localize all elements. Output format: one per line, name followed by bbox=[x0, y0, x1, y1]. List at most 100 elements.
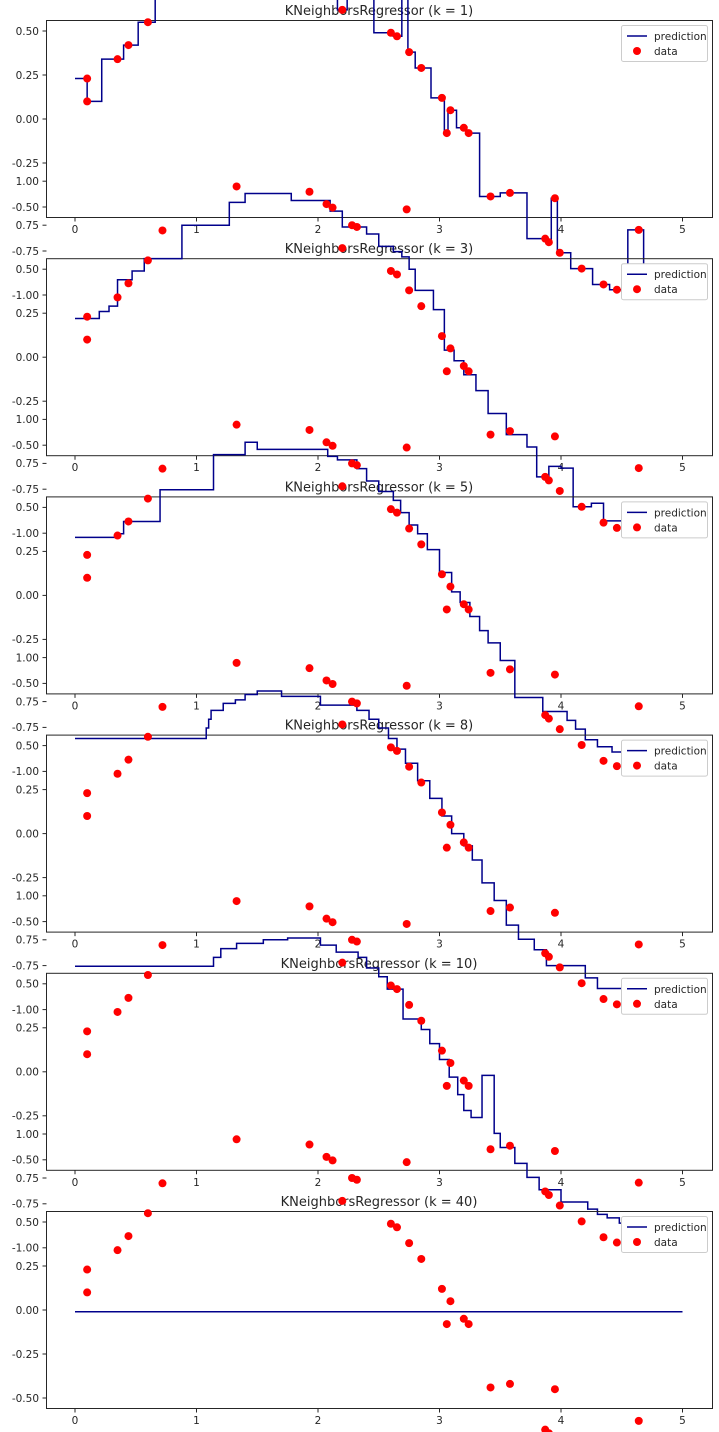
y-tick-label: 0.00 bbox=[16, 114, 39, 126]
x-tick-label: 2 bbox=[315, 700, 322, 712]
x-tick-label: 4 bbox=[558, 939, 565, 951]
x-tick-label: 0 bbox=[72, 224, 79, 236]
data-point bbox=[83, 335, 92, 344]
legend-data-swatch bbox=[633, 761, 641, 770]
x-tick-label: 5 bbox=[679, 700, 686, 712]
y-tick-label: -1.00 bbox=[12, 766, 39, 778]
data-point bbox=[612, 762, 621, 771]
y-tick-label: -0.50 bbox=[12, 202, 39, 214]
data-point bbox=[305, 1140, 314, 1149]
x-tick-label: 1 bbox=[193, 462, 200, 474]
subplot-title: KNeighborsRegressor (k = 40) bbox=[281, 1195, 478, 1210]
data-point bbox=[555, 248, 564, 257]
data-point bbox=[442, 843, 451, 852]
x-tick-label: 5 bbox=[679, 1177, 686, 1189]
data-point bbox=[486, 192, 495, 201]
data-point bbox=[442, 129, 451, 138]
legend-prediction-label: prediction bbox=[654, 31, 707, 43]
data-point bbox=[352, 461, 361, 470]
data-point bbox=[386, 28, 395, 37]
data-point bbox=[442, 1081, 451, 1090]
legend-data-label: data bbox=[654, 284, 678, 296]
data-point bbox=[232, 182, 241, 191]
data-point bbox=[599, 756, 608, 765]
data-point bbox=[437, 1046, 446, 1055]
subplot-title: KNeighborsRegressor (k = 10) bbox=[281, 957, 478, 972]
data-point bbox=[555, 1201, 564, 1210]
x-tick-label: 2 bbox=[315, 1415, 322, 1427]
y-tick-label: -0.25 bbox=[12, 158, 39, 170]
axes-frame bbox=[46, 972, 713, 1171]
data-point bbox=[437, 332, 446, 341]
data-point bbox=[446, 820, 455, 829]
legend-data-label: data bbox=[654, 761, 678, 773]
data-point bbox=[544, 714, 553, 723]
y-tick-label: -1.00 bbox=[12, 1004, 39, 1016]
data-point bbox=[392, 32, 401, 41]
x-tick-label: 3 bbox=[436, 700, 443, 712]
x-tick-label: 3 bbox=[436, 1415, 443, 1427]
x-tick-label: 3 bbox=[436, 939, 443, 951]
data-point bbox=[550, 432, 559, 441]
data-point bbox=[352, 222, 361, 231]
data-point bbox=[544, 952, 553, 961]
y-tick-label: 0.00 bbox=[16, 352, 39, 364]
y-tick-label: 0.75 bbox=[16, 458, 39, 470]
data-point bbox=[486, 907, 495, 916]
x-tick-label: 4 bbox=[558, 1415, 565, 1427]
data-point bbox=[143, 18, 152, 27]
subplot-title: KNeighborsRegressor (k = 3) bbox=[285, 242, 474, 257]
data-point bbox=[83, 789, 92, 798]
data-point bbox=[338, 1196, 347, 1205]
data-point bbox=[544, 1191, 553, 1199]
data-point bbox=[550, 670, 559, 679]
legend-data-swatch bbox=[633, 285, 641, 294]
data-point bbox=[113, 55, 122, 64]
y-tick-label: -1.00 bbox=[12, 290, 39, 302]
y-tick-label: 0.00 bbox=[16, 1067, 39, 1079]
prediction-line bbox=[75, 937, 683, 1224]
data-point bbox=[486, 430, 495, 439]
y-tick-label: -0.50 bbox=[12, 678, 39, 690]
data-point bbox=[386, 505, 395, 514]
data-point bbox=[158, 1179, 167, 1188]
data-point bbox=[634, 702, 643, 711]
axes-frame bbox=[46, 496, 713, 695]
y-tick-label: 0.25 bbox=[16, 308, 39, 320]
data-point bbox=[459, 600, 468, 609]
data-point bbox=[405, 286, 414, 295]
data-point bbox=[464, 843, 473, 852]
data-point bbox=[386, 266, 395, 275]
data-point bbox=[328, 441, 337, 450]
legend-data-label: data bbox=[654, 999, 678, 1011]
legend-data-swatch bbox=[633, 47, 641, 55]
data-point bbox=[464, 1081, 473, 1090]
y-tick-label: -0.25 bbox=[12, 634, 39, 646]
data-point bbox=[83, 1027, 92, 1036]
data-point bbox=[437, 93, 446, 102]
x-tick-label: 3 bbox=[436, 462, 443, 474]
y-tick-label: 0.75 bbox=[16, 1173, 39, 1185]
data-point bbox=[505, 188, 514, 197]
y-tick-label: 0.50 bbox=[16, 1217, 39, 1229]
data-point bbox=[505, 1141, 514, 1150]
data-point bbox=[486, 668, 495, 677]
x-tick-label: 1 bbox=[193, 224, 200, 236]
data-point bbox=[634, 225, 643, 234]
data-point bbox=[322, 1152, 331, 1161]
data-point bbox=[417, 1016, 426, 1025]
data-point bbox=[83, 1050, 92, 1059]
data-point bbox=[464, 367, 473, 376]
data-point bbox=[446, 1059, 455, 1067]
data-point bbox=[599, 1233, 608, 1242]
legend-prediction-label: prediction bbox=[654, 746, 707, 758]
subplot-k-3: KNeighborsRegressor (k = 8)0 1 2 3 4 51.000.7… bbox=[12, 652, 713, 1016]
y-tick-label: 0.75 bbox=[16, 935, 39, 947]
x-tick-label: 5 bbox=[679, 224, 686, 236]
data-point bbox=[505, 665, 514, 674]
data-point bbox=[544, 476, 553, 485]
data-point bbox=[634, 1178, 643, 1187]
data-point bbox=[486, 1383, 495, 1392]
data-point bbox=[405, 1000, 414, 1009]
